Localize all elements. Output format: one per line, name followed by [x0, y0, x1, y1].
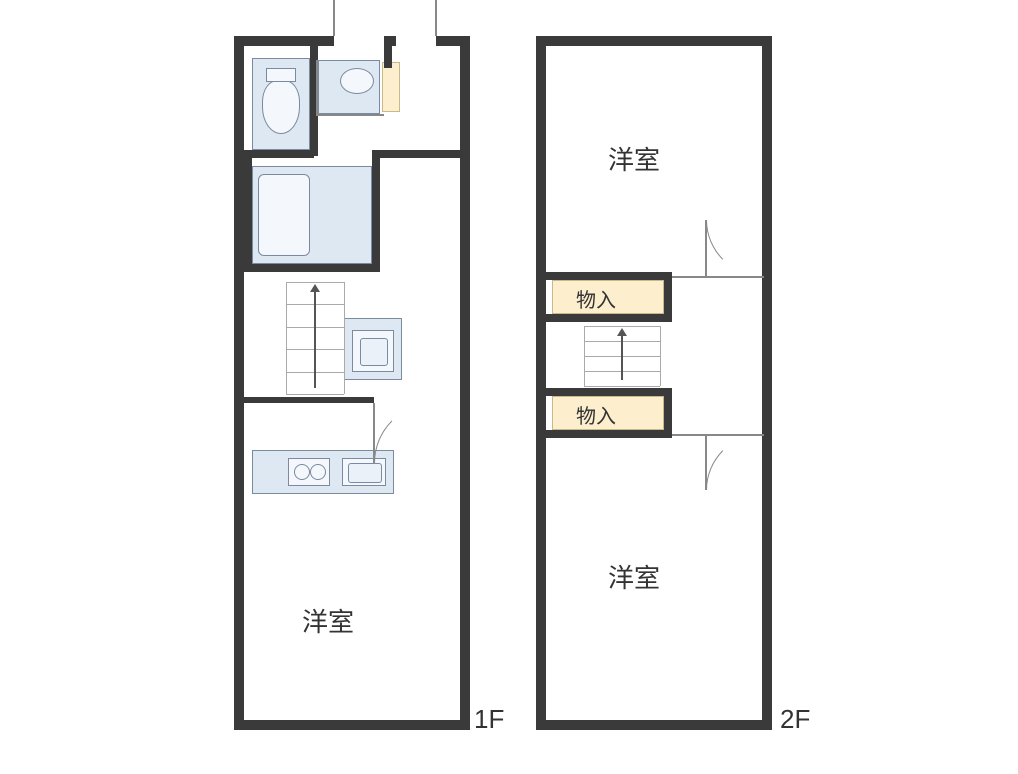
inner-wall: [546, 388, 672, 396]
front-door-1-arc: [234, 0, 334, 36]
outer-wall: [384, 36, 396, 46]
front-door-2-arc: [356, 0, 436, 36]
stair-side: [660, 326, 661, 386]
front-door-2-leaf: [435, 0, 437, 36]
burner: [294, 464, 310, 480]
outer-wall: [234, 36, 244, 730]
stair-side: [286, 282, 287, 394]
floor-tag-1F: 1F: [474, 704, 504, 735]
kitchen-sink-basin: [348, 463, 382, 483]
stair-tread: [584, 386, 660, 387]
wash-basin: [340, 68, 374, 94]
outer-wall: [762, 36, 772, 730]
inner-wall: [372, 150, 462, 158]
inner-wall: [244, 158, 252, 270]
stair-tread: [286, 394, 344, 395]
thin-wall: [672, 276, 764, 278]
stair-arrow-head: [617, 328, 627, 336]
front-door-1-leaf: [333, 0, 335, 36]
room-label: 洋室: [608, 558, 660, 595]
thin-wall: [316, 60, 318, 116]
inner-wall: [244, 397, 374, 403]
bathtub: [258, 174, 310, 256]
room-door-leaf: [373, 403, 375, 463]
outer-wall: [536, 36, 546, 730]
room-label: 物入: [576, 400, 616, 429]
floorplan-canvas: 洋室1F洋室物入物入洋室2F: [0, 0, 1018, 774]
stair-side: [584, 326, 585, 386]
inner-wall: [244, 150, 314, 158]
room-label: 物入: [576, 284, 616, 313]
inner-wall: [546, 314, 672, 322]
outer-wall: [536, 36, 772, 46]
stair-tread: [286, 282, 344, 283]
room-label: 洋室: [608, 140, 660, 177]
outer-wall: [536, 720, 772, 730]
stair-arrow-head: [310, 284, 320, 292]
inner-wall: [372, 158, 380, 272]
inner-wall: [546, 272, 672, 280]
inner-wall: [546, 430, 672, 438]
outer-wall: [234, 720, 470, 730]
small-closet: [382, 62, 400, 112]
burner: [310, 464, 326, 480]
inner-wall: [384, 46, 392, 68]
outer-wall: [234, 36, 334, 46]
floor-tag-2F: 2F: [780, 704, 810, 735]
stair-arrow-line: [314, 288, 316, 388]
inner-wall: [244, 264, 378, 272]
lower-room-door-leaf: [705, 434, 707, 490]
toilet-bowl-tank: [266, 68, 296, 82]
sink-basin-basin: [360, 338, 388, 366]
upper-room-door-leaf: [705, 220, 707, 276]
stair-tread: [584, 326, 660, 327]
room-label: 洋室: [302, 602, 354, 639]
stair-arrow-line: [621, 332, 623, 380]
stair-side: [344, 282, 345, 394]
toilet-bowl: [262, 80, 300, 134]
outer-wall: [460, 36, 470, 730]
thin-wall: [318, 114, 384, 116]
